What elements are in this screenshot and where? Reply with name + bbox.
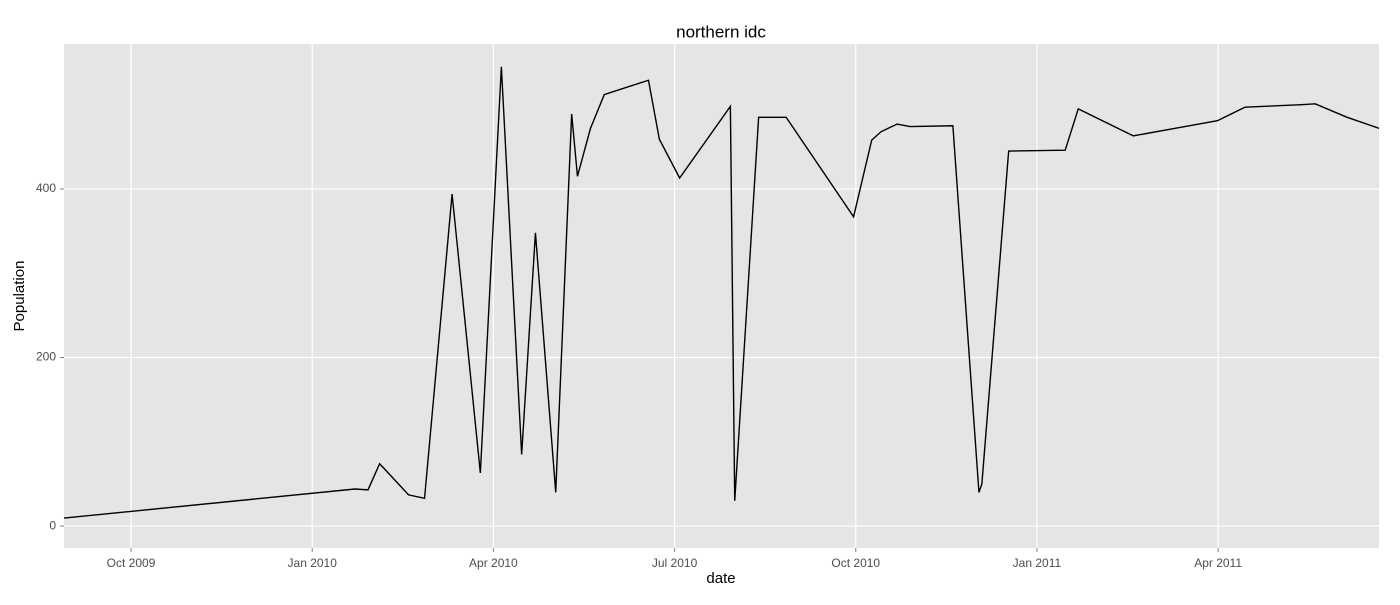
- x-tick-label: Jan 2011: [1013, 556, 1062, 570]
- data-line: [63, 66, 1380, 519]
- y-axis-title: Population: [11, 261, 28, 332]
- x-tick-label: Apr 2010: [469, 556, 518, 570]
- y-tick-label: 400: [36, 181, 56, 195]
- chart-title: northern idc: [676, 22, 766, 41]
- x-tick-label: Oct 2009: [107, 556, 156, 570]
- plot-panel: [64, 44, 1379, 548]
- x-tick-label: Jan 2010: [288, 556, 338, 570]
- x-tick-label: Jul 2010: [652, 556, 698, 570]
- x-tick-label: Apr 2011: [1194, 556, 1242, 570]
- x-tick-label: Oct 2010: [831, 556, 880, 570]
- x-axis-title: date: [706, 570, 735, 587]
- y-tick-label: 0: [49, 518, 56, 532]
- y-tick-label: 200: [36, 350, 56, 364]
